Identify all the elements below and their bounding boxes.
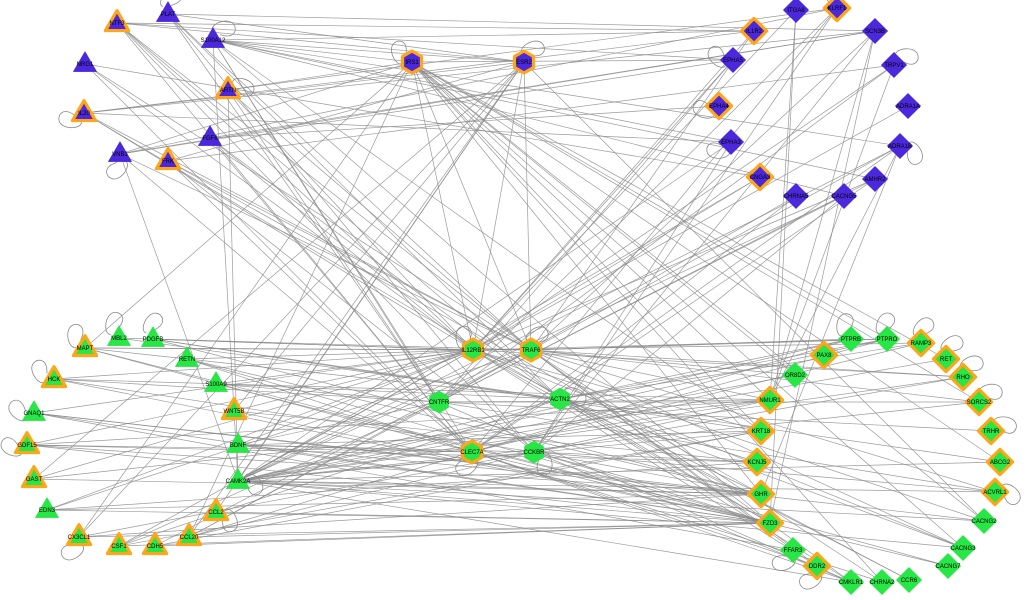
svg-text:PTPRO: PTPRO xyxy=(877,337,898,343)
svg-text:ARTN: ARTN xyxy=(220,88,236,94)
svg-text:GNAQ1: GNAQ1 xyxy=(23,411,45,417)
svg-text:WNT5B: WNT5B xyxy=(224,409,245,415)
svg-text:RETN: RETN xyxy=(179,357,195,363)
svg-text:MAPT: MAPT xyxy=(77,346,94,352)
svg-text:FRK: FRK xyxy=(162,159,174,165)
svg-text:CNTFR: CNTFR xyxy=(429,400,450,406)
svg-text:EPHA3: EPHA3 xyxy=(721,140,741,146)
svg-text:CACNG7: CACNG7 xyxy=(935,564,961,570)
svg-text:CSF1: CSF1 xyxy=(111,544,127,550)
svg-text:GDF15: GDF15 xyxy=(17,443,37,449)
svg-text:IRS1: IRS1 xyxy=(405,60,419,66)
svg-text:BDNF: BDNF xyxy=(230,443,247,449)
svg-text:CCKBR: CCKBR xyxy=(523,450,545,456)
svg-text:CHRNA5: CHRNA5 xyxy=(784,194,809,200)
svg-text:PDGFB: PDGFB xyxy=(143,337,164,343)
svg-text:CACNG2: CACNG2 xyxy=(971,519,997,525)
svg-text:CCL2: CCL2 xyxy=(208,510,224,516)
svg-text:S100A12: S100A12 xyxy=(201,38,226,44)
svg-text:IL1R2: IL1R2 xyxy=(746,29,763,35)
svg-text:VNB1: VNB1 xyxy=(112,152,128,158)
svg-text:CX3CL1: CX3CL1 xyxy=(68,535,91,541)
svg-text:DDR2: DDR2 xyxy=(809,564,826,570)
svg-text:PTPRB: PTPRB xyxy=(841,337,861,343)
svg-text:GAST: GAST xyxy=(26,477,43,483)
svg-text:CLEC7A: CLEC7A xyxy=(460,450,483,456)
svg-text:NTF3: NTF3 xyxy=(110,21,126,27)
svg-text:PAX8: PAX8 xyxy=(817,353,833,359)
svg-text:NRG1: NRG1 xyxy=(77,62,94,68)
svg-text:IL12RB1: IL12RB1 xyxy=(461,348,485,354)
svg-text:KRT18: KRT18 xyxy=(752,429,771,435)
svg-text:FFAR3: FFAR3 xyxy=(784,548,803,554)
svg-text:RHO: RHO xyxy=(956,375,970,381)
svg-text:CMKLR1: CMKLR1 xyxy=(839,580,864,586)
svg-text:TRHR: TRHR xyxy=(983,429,1000,435)
svg-text:PLAT: PLAT xyxy=(161,12,176,18)
svg-text:RET: RET xyxy=(940,357,952,363)
svg-text:EPHA4: EPHA4 xyxy=(709,104,729,110)
svg-text:GHR: GHR xyxy=(754,492,768,498)
svg-text:EDN3: EDN3 xyxy=(39,508,56,514)
svg-text:SCN3B: SCN3B xyxy=(865,29,885,35)
svg-text:CAMK2A: CAMK2A xyxy=(226,479,251,485)
svg-text:CDH5: CDH5 xyxy=(147,544,164,550)
svg-text:MBL2: MBL2 xyxy=(111,336,127,342)
svg-text:RAMP3: RAMP3 xyxy=(911,341,932,347)
svg-text:IL20: IL20 xyxy=(78,111,90,117)
svg-text:FGF6: FGF6 xyxy=(202,136,218,142)
svg-text:CACNG3: CACNG3 xyxy=(950,546,976,552)
svg-text:ABCG2: ABCG2 xyxy=(990,460,1011,466)
svg-text:CCL20: CCL20 xyxy=(180,535,199,541)
svg-text:FZD3: FZD3 xyxy=(763,521,779,527)
svg-text:ADRA1B: ADRA1B xyxy=(888,144,912,150)
svg-text:ITGA8: ITGA8 xyxy=(787,8,805,14)
svg-text:ACTN2: ACTN2 xyxy=(550,397,570,403)
svg-text:TRPV1: TRPV1 xyxy=(884,63,904,69)
svg-text:HCK: HCK xyxy=(48,377,61,383)
svg-text:TRAF6: TRAF6 xyxy=(521,348,541,354)
svg-text:KLRF1: KLRF1 xyxy=(828,6,847,12)
svg-text:EPHA5: EPHA5 xyxy=(723,58,743,64)
svg-text:S100A9: S100A9 xyxy=(205,382,227,388)
svg-text:NMUR1: NMUR1 xyxy=(759,398,781,404)
svg-text:CNGA3: CNGA3 xyxy=(750,175,771,181)
svg-text:CHRNA2: CHRNA2 xyxy=(870,580,895,586)
svg-text:ESR2: ESR2 xyxy=(516,60,532,66)
svg-text:CACNG5: CACNG5 xyxy=(831,194,857,200)
svg-text:KCNJ5: KCNJ5 xyxy=(747,460,767,466)
svg-text:CCR6: CCR6 xyxy=(901,578,918,584)
svg-text:ADRA1A: ADRA1A xyxy=(896,104,920,110)
svg-text:OR8D2: OR8D2 xyxy=(785,373,806,379)
svg-text:AMHR2: AMHR2 xyxy=(864,177,886,183)
svg-text:ACVRL1: ACVRL1 xyxy=(983,490,1007,496)
svg-text:SORCS2: SORCS2 xyxy=(967,400,992,406)
